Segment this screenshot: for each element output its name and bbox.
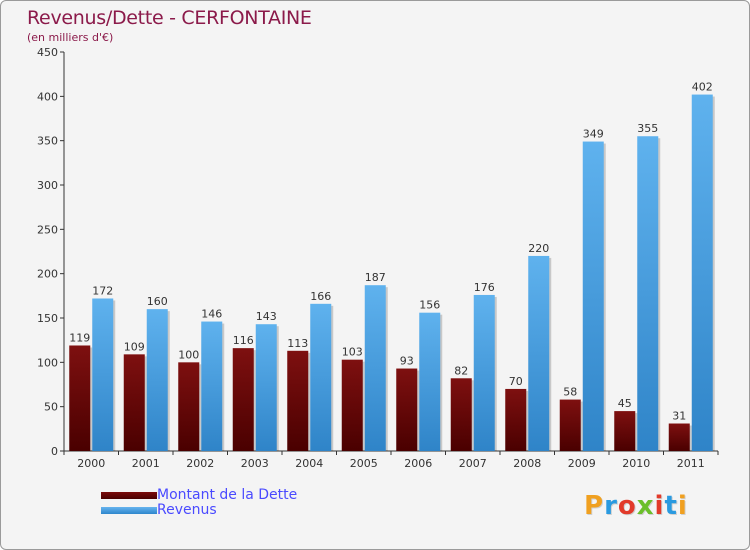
data-label-dette: 100: [178, 348, 199, 361]
data-label-dette: 103: [342, 346, 363, 359]
legend-swatch-revenus: [101, 506, 157, 514]
x-tick-label: 2011: [677, 457, 705, 470]
chart-subtitle: (en milliers d'€): [27, 31, 114, 44]
data-label-revenus: 156: [419, 299, 440, 312]
chart-legend: Montant de la Dette Revenus: [101, 488, 297, 518]
x-tick-label: 2010: [622, 457, 650, 470]
bar-revenus: [92, 298, 114, 451]
legend-item-revenus: Revenus: [101, 503, 297, 518]
data-label-dette: 119: [69, 331, 90, 344]
bar-dette: [614, 411, 636, 451]
data-label-revenus: 355: [637, 122, 658, 135]
y-tick-label: 350: [37, 135, 58, 148]
data-label-dette: 31: [672, 410, 686, 423]
legend-swatch-dette: [101, 491, 157, 499]
x-tick-label: 2005: [350, 457, 378, 470]
data-label-revenus: 176: [474, 281, 495, 294]
bar-dette: [69, 345, 91, 451]
bar-revenus: [419, 312, 441, 451]
proxiti-logo: Proxiti: [584, 491, 688, 521]
y-tick-label: 0: [51, 445, 58, 458]
bar-revenus: [146, 309, 168, 451]
x-tick-label: 2007: [459, 457, 487, 470]
bar-dette: [287, 350, 309, 451]
x-tick-label: 2001: [132, 457, 160, 470]
bar-dette: [505, 388, 527, 451]
y-tick-label: 250: [37, 223, 58, 236]
bar-dette: [178, 362, 200, 451]
data-label-revenus: 220: [528, 242, 549, 255]
data-label-dette: 113: [287, 337, 308, 350]
y-tick-label: 200: [37, 268, 58, 281]
y-tick-label: 100: [37, 356, 58, 369]
bar-dette: [341, 359, 363, 451]
logo-letter: i: [677, 491, 688, 521]
data-label-revenus: 172: [92, 284, 113, 297]
x-tick-label: 2000: [77, 457, 105, 470]
bar-dette: [559, 399, 581, 451]
bar-revenus: [364, 285, 386, 451]
y-tick-label: 50: [44, 401, 58, 414]
x-tick-label: 2002: [186, 457, 214, 470]
x-tick-label: 2003: [241, 457, 269, 470]
data-label-dette: 82: [454, 364, 468, 377]
x-tick-label: 2008: [513, 457, 541, 470]
bar-dette: [232, 348, 254, 451]
x-tick-label: 2009: [568, 457, 596, 470]
logo-letter: P: [584, 491, 605, 521]
logo-letter: t: [664, 491, 678, 521]
data-label-dette: 45: [618, 397, 632, 410]
logo-letter: r: [604, 491, 618, 521]
data-label-dette: 109: [124, 340, 145, 353]
data-label-revenus: 349: [583, 128, 604, 141]
logo-letter: x: [636, 491, 655, 521]
bar-revenus: [582, 141, 604, 451]
bar-revenus: [310, 303, 332, 451]
legend-item-dette: Montant de la Dette: [101, 488, 297, 503]
data-label-revenus: 160: [147, 295, 168, 308]
x-tick-label: 2006: [404, 457, 432, 470]
y-tick-label: 450: [37, 46, 58, 59]
bar-dette: [668, 423, 690, 451]
bar-revenus: [201, 321, 223, 451]
chart-title: Revenus/Dette - CERFONTAINE: [27, 7, 312, 29]
y-tick-label: 150: [37, 312, 58, 325]
data-label-dette: 58: [563, 386, 577, 399]
logo-letter: o: [617, 491, 637, 521]
legend-label-revenus: Revenus: [157, 502, 217, 518]
data-label-dette: 116: [233, 334, 254, 347]
data-label-dette: 93: [400, 355, 414, 368]
data-label-revenus: 402: [692, 81, 713, 94]
bar-revenus: [691, 94, 713, 451]
y-tick-label: 400: [37, 90, 58, 103]
data-label-revenus: 143: [256, 310, 277, 323]
logo-letter: i: [654, 491, 665, 521]
x-tick-label: 2004: [295, 457, 323, 470]
bar-revenus: [528, 255, 550, 451]
data-label-revenus: 146: [201, 308, 222, 321]
legend-label-dette: Montant de la Dette: [157, 487, 298, 503]
data-label-revenus: 166: [310, 290, 331, 303]
data-label-dette: 70: [509, 375, 523, 388]
data-label-revenus: 187: [365, 271, 386, 284]
y-tick-label: 300: [37, 179, 58, 192]
bar-revenus: [255, 324, 277, 451]
bar-dette: [450, 378, 472, 451]
bar-dette: [123, 354, 145, 451]
bar-revenus: [473, 294, 495, 451]
bar-dette: [396, 368, 418, 451]
bar-revenus: [637, 136, 659, 451]
